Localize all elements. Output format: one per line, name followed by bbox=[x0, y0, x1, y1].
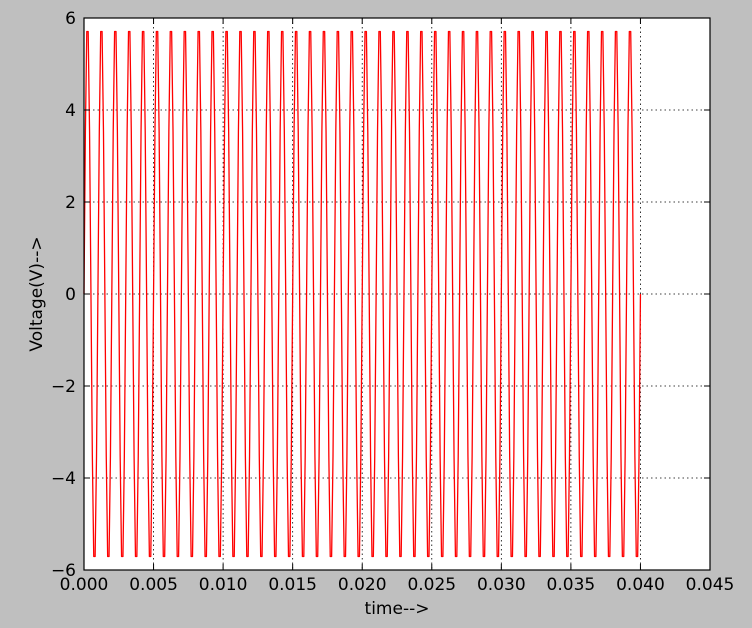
x-tick-label: 0.005 bbox=[129, 575, 178, 595]
y-tick-label: −6 bbox=[51, 561, 76, 581]
y-tick-label: 0 bbox=[65, 285, 76, 305]
x-tick-label: 0.025 bbox=[407, 575, 456, 595]
x-axis-label: time--> bbox=[365, 599, 430, 619]
x-tick-label: 0.015 bbox=[268, 575, 317, 595]
x-tick-label: 0.045 bbox=[686, 575, 735, 595]
y-tick-label: −4 bbox=[51, 469, 76, 489]
x-tick-label: 0.010 bbox=[199, 575, 248, 595]
x-tick-label: 0.020 bbox=[338, 575, 387, 595]
y-tick-label: 4 bbox=[65, 101, 76, 121]
y-tick-label: 6 bbox=[65, 9, 76, 29]
x-tick-labels: 0.000 0.005 0.010 0.015 0.020 0.025 0.030 0.035… bbox=[60, 575, 735, 595]
y-tick-label: −2 bbox=[51, 377, 76, 397]
x-tick-label: 0.030 bbox=[477, 575, 526, 595]
y-axis-label: Voltage(V)--> bbox=[27, 236, 47, 351]
x-tick-label: 0.035 bbox=[547, 575, 596, 595]
series-line bbox=[83, 30, 642, 558]
x-tick-label: 0.000 bbox=[60, 575, 109, 595]
plot-area bbox=[83, 30, 642, 558]
y-tick-labels: −6 −4 −2 0 2 4 6 bbox=[51, 9, 76, 581]
y-tick-label: 2 bbox=[65, 193, 76, 213]
x-tick-label: 0.040 bbox=[616, 575, 665, 595]
ticks bbox=[83, 17, 711, 571]
